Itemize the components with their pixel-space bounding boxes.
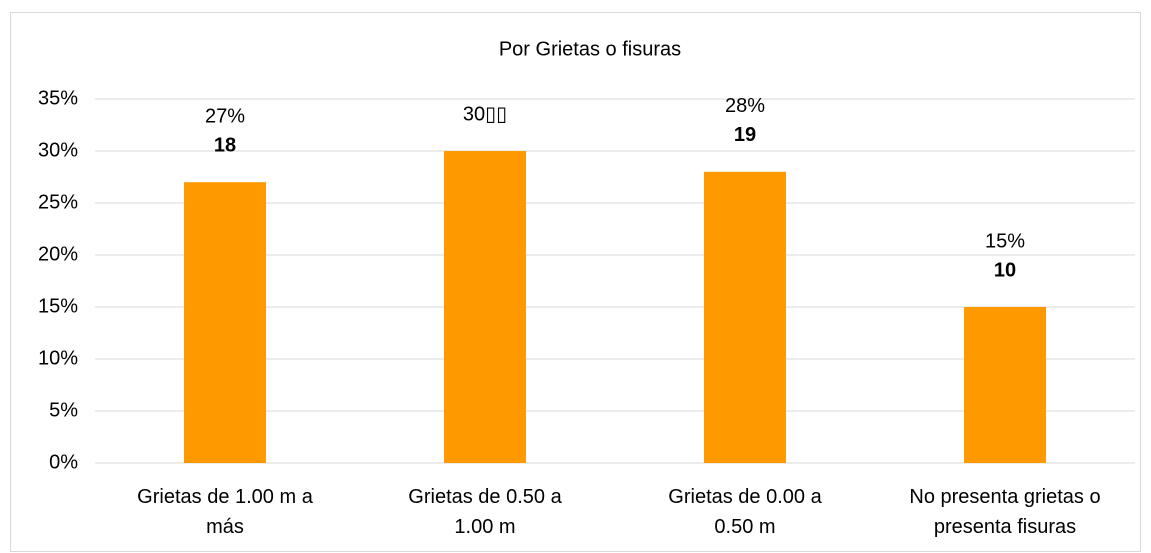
data-label: 30▯▯ <box>463 103 507 125</box>
chart-border <box>10 12 1141 552</box>
count-label: 18 <box>214 134 236 156</box>
y-tick-label: 20% <box>38 243 78 265</box>
y-tick-label: 5% <box>49 399 78 421</box>
data-label: 27% <box>205 105 245 127</box>
count-label: 10 <box>994 259 1016 281</box>
bar <box>964 307 1046 463</box>
bar <box>444 151 526 463</box>
y-tick-label: 25% <box>38 191 78 213</box>
data-label: 28% <box>725 95 765 117</box>
y-tick-label: 0% <box>49 451 78 473</box>
x-tick-label: Grietas de 1.00 m a más <box>137 486 314 538</box>
chart-title: Por Grietas o fisuras <box>499 38 681 60</box>
bar <box>184 182 266 463</box>
y-tick-label: 10% <box>38 347 78 369</box>
x-tick-label: Grietas de 0.50 a 1.00 m <box>408 486 562 538</box>
x-tick-label: No presenta grietas o presenta fisuras <box>909 486 1100 538</box>
count-label: 19 <box>734 124 756 146</box>
bar <box>704 171 786 464</box>
y-tick-label: 15% <box>38 295 78 317</box>
y-tick-label: 35% <box>38 87 78 109</box>
y-tick-label: 30% <box>38 139 78 161</box>
data-label: 15% <box>985 230 1025 252</box>
x-tick-label: Grietas de 0.00 a 0.50 m <box>668 486 822 538</box>
